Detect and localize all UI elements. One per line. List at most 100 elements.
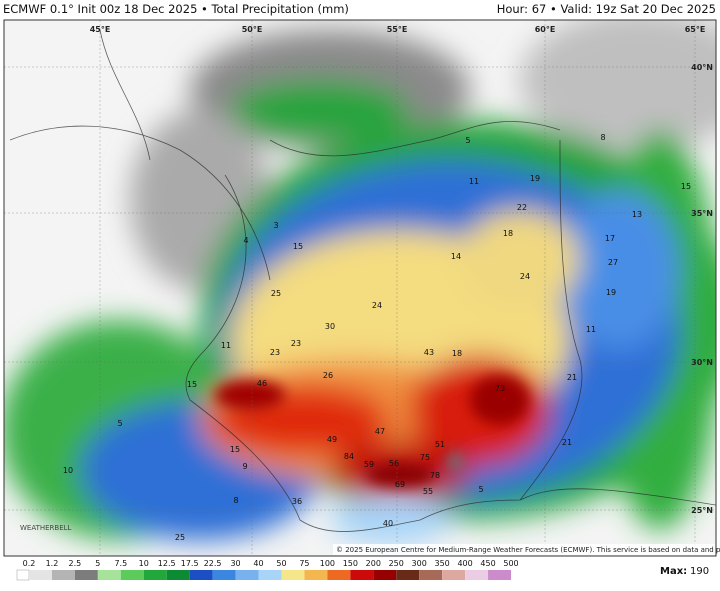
valid-time: Hour: 67 • Valid: 19z Sat 20 Dec 2025 — [496, 2, 716, 16]
colorbar-segment — [373, 570, 397, 580]
precip-value: 43 — [424, 348, 434, 357]
precip-value: 69 — [395, 480, 405, 489]
precip-value: 5 — [117, 419, 122, 428]
precip-value: 22 — [517, 203, 527, 212]
colorbar-segment — [419, 570, 443, 580]
precip-value: 15 — [230, 445, 240, 454]
precip-value: 84 — [344, 452, 354, 461]
precip-value: 25 — [271, 289, 281, 298]
precip-value: 14 — [451, 252, 461, 261]
colorbar-segment — [281, 570, 305, 580]
precip-value: 23 — [291, 339, 301, 348]
precip-value: 3 — [273, 221, 278, 230]
precip-value: 59 — [364, 460, 374, 469]
colorbar-label: 0.2 — [23, 559, 36, 568]
precip-value: 25 — [175, 533, 185, 542]
colorbar-segment — [97, 570, 121, 580]
colorbar-segment — [488, 570, 511, 580]
logo: WEATHERBELL — [20, 524, 72, 532]
copyright: © 2025 European Centre for Medium-Range … — [336, 546, 720, 554]
precip-value: 49 — [327, 435, 337, 444]
colorbar-segment — [166, 570, 190, 580]
precip-value: 47 — [375, 427, 385, 436]
colorbar-label: 75 — [299, 559, 309, 568]
lon-label: 60°E — [535, 25, 556, 34]
lat-label: 30°N — [691, 358, 713, 367]
colorbar-segment — [51, 570, 75, 580]
colorbar-label: 5 — [95, 559, 100, 568]
colorbar-start — [16, 569, 30, 581]
lon-label: 45°E — [90, 25, 111, 34]
precip-value: 18 — [452, 349, 462, 358]
colorbar-label: 7.5 — [114, 559, 127, 568]
colorbar-label: 450 — [480, 559, 495, 568]
precip-value: 46 — [257, 379, 267, 388]
precip-value: 10 — [63, 466, 73, 475]
colorbar-label: 50 — [276, 559, 286, 568]
colorbar-segment — [304, 570, 328, 580]
colorbar-label: 10 — [139, 559, 149, 568]
precip-value: 26 — [323, 371, 333, 380]
precip-value: 21 — [567, 373, 577, 382]
precip-value: 15 — [293, 242, 303, 251]
colorbar-label: 1.2 — [46, 559, 59, 568]
colorbar-label: 200 — [366, 559, 381, 568]
colorbar-label: 22.5 — [204, 559, 222, 568]
precip-value: 36 — [292, 497, 302, 506]
colorbar-segment — [327, 570, 351, 580]
precip-value: 11 — [221, 341, 231, 350]
precip-value: 23 — [270, 348, 280, 357]
colorbar-label: 250 — [389, 559, 404, 568]
precip-value: 9 — [242, 462, 247, 471]
precip-value: 15 — [187, 380, 197, 389]
precip-value: 30 — [325, 322, 335, 331]
precip-value: 18 — [503, 229, 513, 238]
colorbar-label: 300 — [412, 559, 427, 568]
precip-value: 51 — [435, 440, 445, 449]
precip-value: 8 — [600, 133, 605, 142]
colorbar-label: 350 — [435, 559, 450, 568]
colorbar-segment — [442, 570, 466, 580]
colorbar-segment — [120, 570, 144, 580]
precip-value: 56 — [389, 459, 399, 468]
colorbar-segment — [29, 570, 52, 580]
colorbar-segment — [189, 570, 213, 580]
precip-value: 19 — [606, 288, 616, 297]
max-value: 190 — [690, 566, 709, 577]
precip-value: 55 — [423, 487, 433, 496]
precip-value: 19 — [530, 174, 540, 183]
precip-value: 75 — [420, 453, 430, 462]
precip-field — [4, 20, 716, 556]
colorbar-label: 30 — [230, 559, 240, 568]
colorbar-segment — [212, 570, 236, 580]
colorbar-label: 400 — [457, 559, 472, 568]
colorbar-segment — [258, 570, 282, 580]
precip-value: 17 — [605, 234, 615, 243]
lat-label: 40°N — [691, 63, 713, 72]
precip-value: 8 — [233, 496, 238, 505]
lon-label: 50°E — [242, 25, 263, 34]
colorbar-segment — [350, 570, 374, 580]
title: ECMWF 0.1° Init 00z 18 Dec 2025 • Total … — [3, 2, 349, 16]
precip-value: 11 — [469, 177, 479, 186]
colorbar-segment — [143, 570, 167, 580]
colorbar-label: 40 — [253, 559, 263, 568]
precip-value: 27 — [608, 258, 618, 267]
precip-value: 24 — [520, 272, 530, 281]
colorbar-label: 17.5 — [181, 559, 199, 568]
colorbar-label: 500 — [503, 559, 518, 568]
colorbar-segment — [74, 570, 98, 580]
precip-value: 5 — [478, 485, 483, 494]
precip-value: 5 — [465, 136, 470, 145]
precip-value: 78 — [430, 471, 440, 480]
precip-value: 40 — [383, 519, 393, 528]
colorbar-segment — [235, 570, 259, 580]
colorbar-label: 100 — [320, 559, 335, 568]
precip-value: 21 — [562, 438, 572, 447]
lat-label: 25°N — [691, 506, 713, 515]
colorbar-label: 150 — [343, 559, 358, 568]
max-label: Max: — [660, 566, 687, 577]
lon-label: 55°E — [387, 25, 408, 34]
